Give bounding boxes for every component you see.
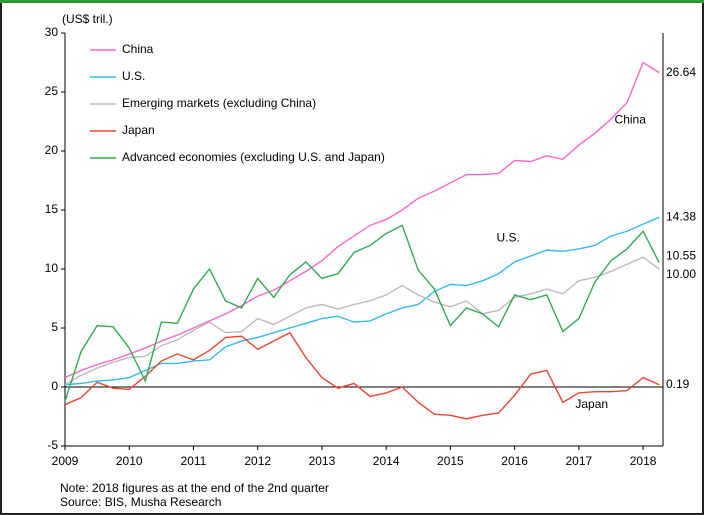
end-label: 10.55 [666,249,696,263]
annotation: Japan [575,397,608,411]
end-label: 0.19 [666,377,690,391]
x-tick-label: 2009 [52,454,79,468]
legend-label: U.S. [122,69,145,83]
annotation: U.S. [497,230,520,244]
top-strip [0,0,704,3]
end-label: 10.00 [666,267,696,281]
y-tick-label: 15 [45,202,59,216]
x-tick-label: 2011 [181,454,207,468]
y-tick-label: 20 [45,143,59,157]
series-line [64,256,660,386]
y-tick-label: 30 [45,25,59,39]
legend-label: Japan [122,123,155,137]
legend-label: Advanced economies (excluding U.S. and J… [122,150,385,164]
source: Source: BIS, Musha Research [60,495,221,509]
note: Note: 2018 figures as at the end of the … [60,481,329,495]
y-tick-label: -5 [47,438,58,452]
series-line [64,61,660,379]
y-tick-label: 0 [51,379,58,393]
x-tick-label: 2014 [373,454,400,468]
x-tick-label: 2010 [116,454,143,468]
x-tick-label: 2013 [309,454,336,468]
legend-label: Emerging markets (excluding China) [122,96,316,110]
legend-label: China [122,42,154,56]
y-unit: (US$ tril.) [62,12,113,26]
x-tick-label: 2018 [630,454,657,468]
x-tick-label: 2012 [244,454,271,468]
y-tick-label: 5 [51,320,58,334]
y-tick-label: 10 [45,261,59,275]
end-label: 14.38 [666,209,696,223]
series-line [64,331,660,420]
x-tick-label: 2016 [501,454,528,468]
series-line [64,216,660,386]
x-tick-label: 2017 [566,454,593,468]
series-line [64,224,660,402]
x-tick-label: 2015 [437,454,464,468]
y-tick-label: 25 [45,84,59,98]
annotation: China [615,112,647,126]
end-label: 26.64 [666,65,696,79]
